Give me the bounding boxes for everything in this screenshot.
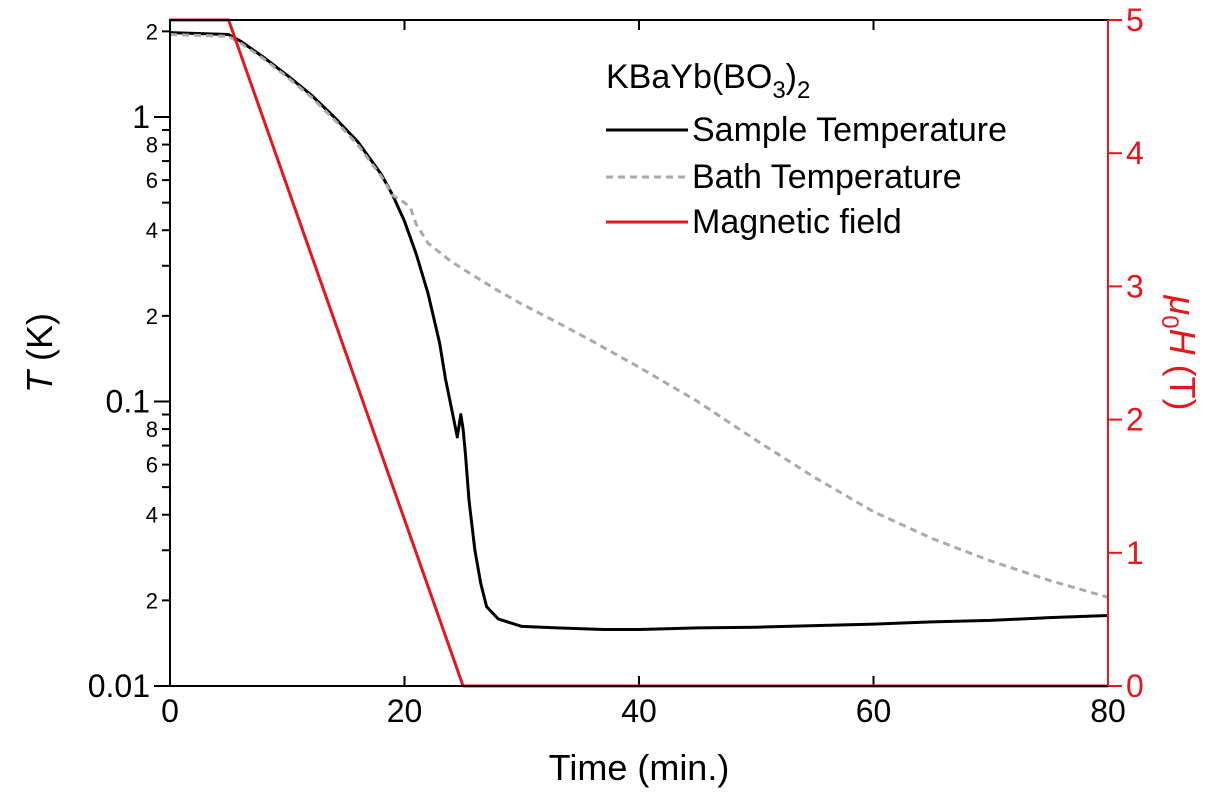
legend: KBaYb(BO3)2 Sample Temperature Bath Temp… [606,58,1007,241]
legend-title-sub: 3 [772,77,785,104]
y-axis-left-title-symbol: T [19,368,60,393]
x-tick-label: 20 [387,693,423,729]
x-axis-title: Time (min.) [549,747,730,788]
y-left-minor-tick-label: 6 [146,168,158,193]
ticks-layer [154,19,1122,687]
y-axis-right-title-unit: (T) [1162,355,1203,411]
y-left-minor-tick-label: 6 [146,453,158,478]
y-left-minor-tick-label: 2 [146,19,158,44]
y-left-minor-tick-label: 8 [146,417,158,442]
y-left-minor-tick-label: 2 [146,588,158,613]
y-axis-left-title: T (K) [19,313,60,393]
legend-title-sub2: 2 [797,77,810,104]
y-left-major-tick-label: 0.1 [106,384,150,420]
y-left-minor-tick-label: 2 [146,304,158,329]
y-left-major-tick-label: 0.01 [88,668,150,704]
x-tick-label: 0 [161,693,179,729]
x-tick-label: 40 [621,693,657,729]
y-left-minor-tick-label: 8 [146,133,158,158]
series-sample-temperature [169,31,1109,631]
y-axis-right-title: μ0H (T) [1156,294,1203,410]
y-right-tick-label: 2 [1126,402,1144,438]
x-tick-label: 80 [1090,693,1126,729]
legend-label-bath: Bath Temperature [692,158,962,196]
legend-label-sample: Sample Temperature [692,111,1007,149]
y-axis-right-title-sub: 0 [1156,315,1183,328]
x-tick-label: 60 [856,693,892,729]
y-left-major-tick-label: 1 [132,99,150,135]
y-left-minor-tick-label: 4 [146,218,158,243]
y-axis-right-title-h: H [1162,329,1203,356]
legend-title-close: ) [786,58,797,96]
y-axis-left-title-unit: (K) [19,313,60,371]
y-right-tick-label: 3 [1126,268,1144,304]
y-right-tick-label: 4 [1126,135,1144,171]
y-right-tick-label: 5 [1126,2,1144,38]
series-bath-temperature [169,33,1109,599]
y-right-tick-label: 0 [1126,668,1144,704]
y-left-minor-tick-label: 4 [146,503,158,528]
legend-title-main: KBaYb(BO [606,58,772,96]
legend-label-field: Magnetic field [692,203,902,241]
legend-title: KBaYb(BO3)2 [606,58,810,104]
y-right-tick-label: 1 [1126,535,1144,571]
y-axis-right-title-mu: μ [1162,294,1203,315]
